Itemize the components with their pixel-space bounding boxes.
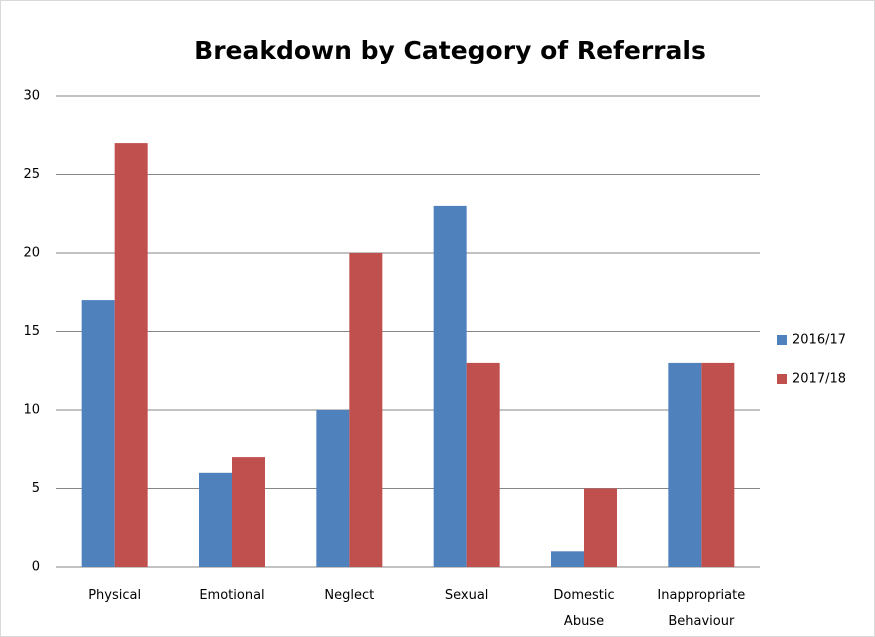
y-tick-label: 15 [23,324,40,339]
x-tick-label: Neglect [324,588,374,603]
y-tick-label: 5 [32,481,40,496]
y-tick-label: 10 [23,403,40,418]
x-tick-label: Domestic Abuse [553,588,614,629]
bar [433,205,467,567]
legend-label: 2017/18 [792,372,846,387]
y-tick-label: 0 [32,560,40,575]
bar [114,143,148,567]
bar [316,410,350,567]
bar [349,253,383,567]
bar [81,300,115,567]
legend-label: 2016/17 [792,333,846,348]
y-tick-label: 30 [23,89,40,104]
bar [551,551,584,567]
bar [232,457,265,567]
bar [584,488,617,567]
bar [466,362,500,567]
legend-swatch [777,335,787,345]
legend-swatch [777,374,787,384]
bar [701,362,735,567]
y-tick-label: 25 [23,167,40,182]
chart-title: Breakdown by Category of Referrals [194,36,706,65]
bar [668,362,702,567]
y-tick-label: 20 [23,246,40,261]
x-tick-label: Physical [88,588,141,603]
x-tick-label: Inappropriate Behaviour [657,588,745,629]
x-tick-label: Sexual [445,588,489,603]
x-tick-label: Emotional [199,588,264,603]
bar [199,472,232,567]
